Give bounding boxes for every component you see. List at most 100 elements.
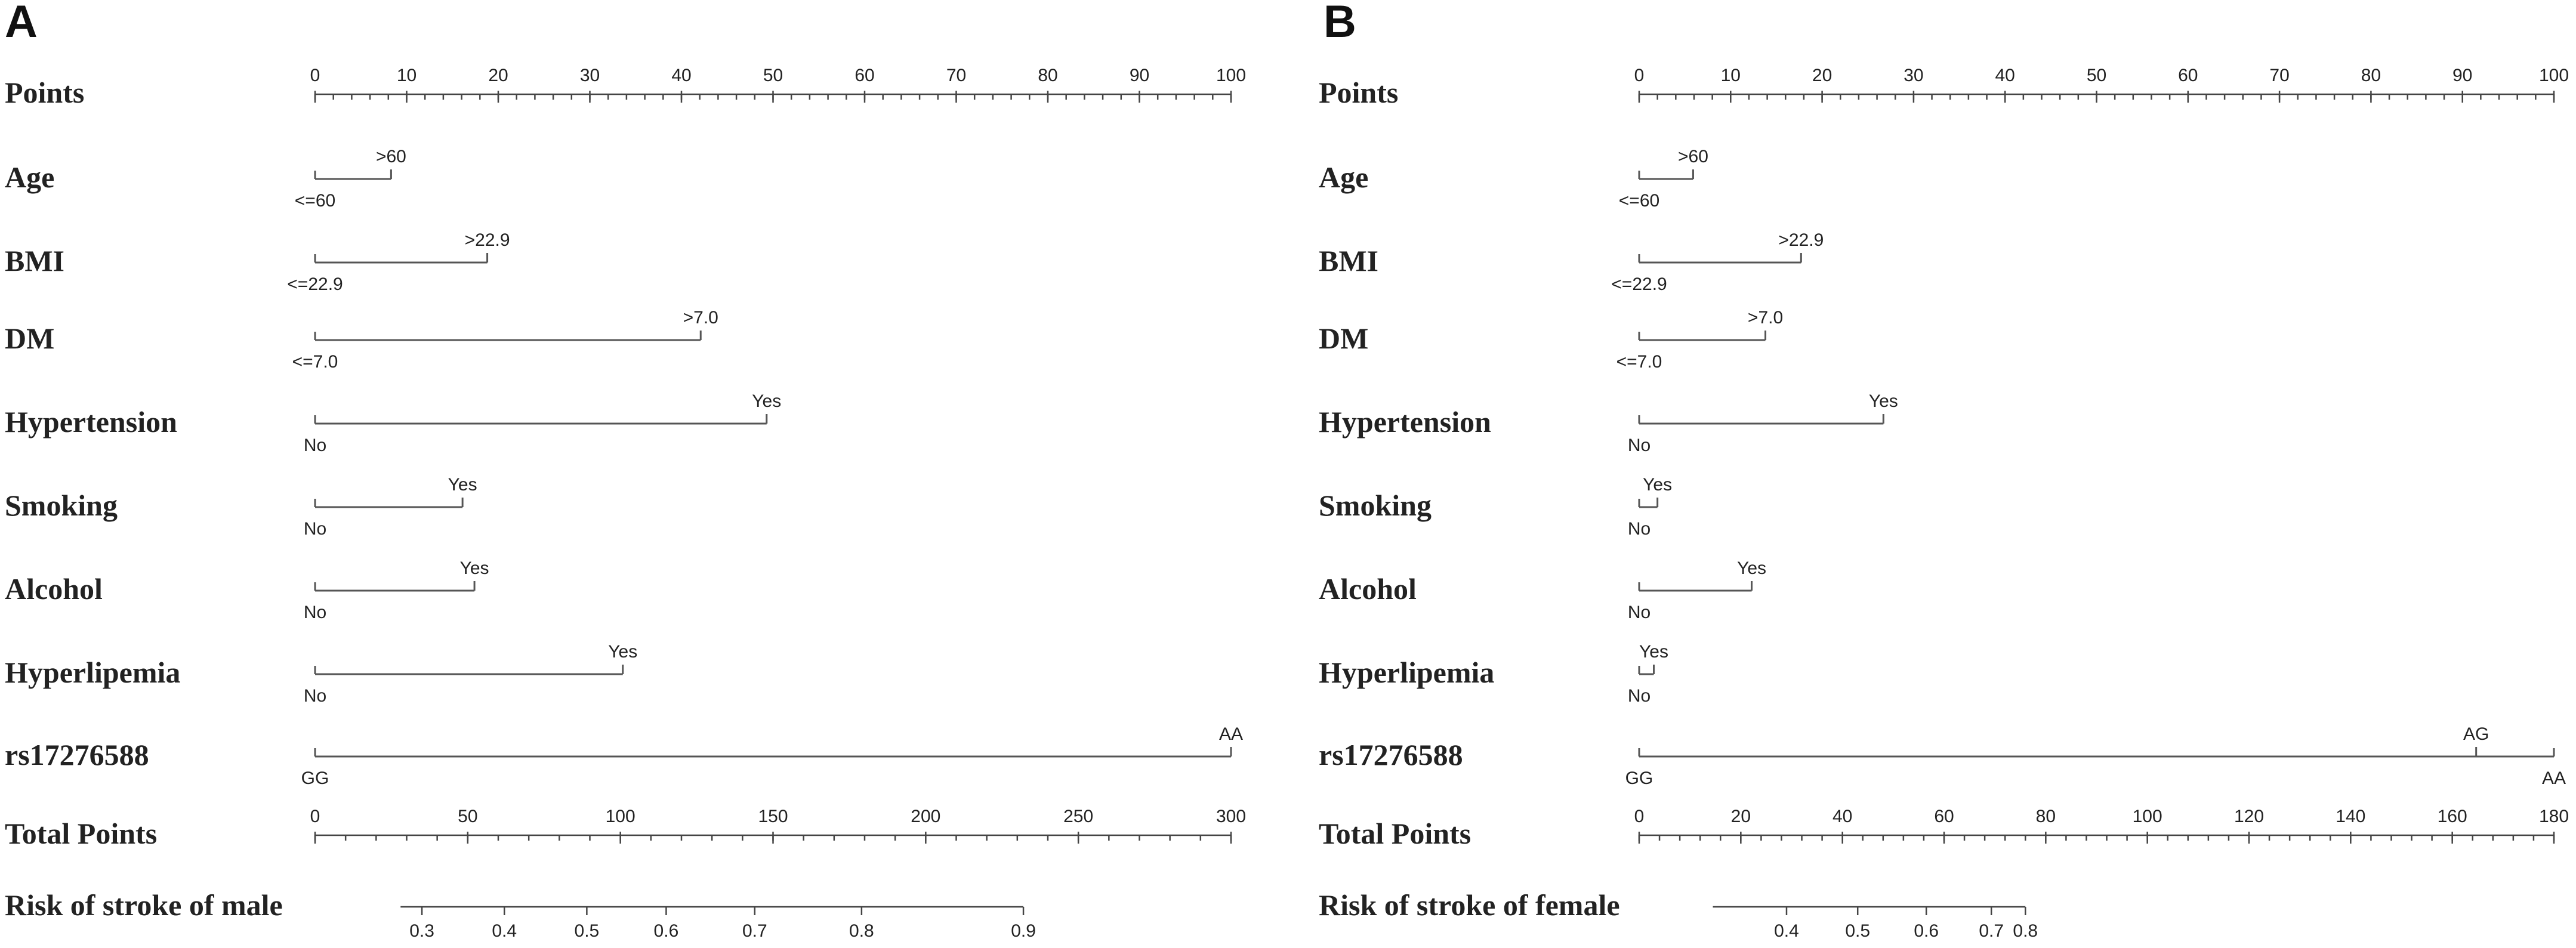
risk-axis-male-tick-label: 0.4: [492, 921, 517, 941]
var-alcohol-label: Alcohol: [5, 572, 103, 606]
var-age-level-label: >60: [376, 147, 406, 166]
points-axis-tick-label: 10: [397, 66, 417, 85]
total-points-axis-tick-label: 120: [2234, 807, 2264, 826]
total-points-axis-label: Total Points: [1319, 817, 1471, 850]
var-rs17276588-level-label: AG: [2463, 724, 2489, 744]
var-hyperlipemia-level-label: No: [304, 686, 326, 706]
total-points-axis-tick-label: 140: [2336, 807, 2365, 826]
total-points-axis-tick-label: 150: [758, 807, 788, 826]
risk-axis-male-tick-label: 0.6: [654, 921, 679, 941]
points-axis-tick-label: 70: [2269, 66, 2289, 85]
points-axis-tick-label: 80: [1038, 66, 1057, 85]
var-hypertension-level-label: No: [304, 436, 326, 455]
var-bmi-label: BMI: [5, 244, 64, 277]
var-smoking-level-label: Yes: [1643, 475, 1672, 495]
points-axis-tick-label: 100: [1216, 66, 1246, 85]
var-rs17276588-level-label: AA: [2542, 768, 2566, 788]
var-hypertension-level-label: Yes: [1869, 391, 1898, 411]
var-age-label: Age: [5, 160, 54, 194]
total-points-axis-tick-label: 0: [310, 807, 320, 826]
var-alcohol-label: Alcohol: [1319, 572, 1417, 606]
risk-axis-male-tick-label: 0.9: [1011, 921, 1036, 941]
var-bmi-level-label: <=22.9: [287, 274, 343, 294]
var-rs17276588-label: rs17276588: [5, 738, 149, 771]
var-hypertension-level-label: No: [1628, 436, 1651, 455]
var-rs17276588-level-label: GG: [1625, 768, 1653, 788]
total-points-axis-tick-label: 200: [911, 807, 940, 826]
points-axis-label: Points: [1319, 76, 1398, 109]
points-axis-tick-label: 10: [1721, 66, 1741, 85]
var-hyperlipemia-level-label: No: [1628, 686, 1651, 706]
points-axis-tick-label: 50: [2087, 66, 2106, 85]
var-age-level-label: <=60: [295, 191, 335, 211]
var-smoking-label: Smoking: [1319, 489, 1432, 522]
points-axis-tick-label: 90: [1130, 66, 1149, 85]
risk-axis-female-tick-label: 0.4: [1774, 921, 1799, 941]
points-axis-label: Points: [5, 76, 84, 109]
var-age-level-label: <=60: [1619, 191, 1659, 211]
points-axis-tick-label: 0: [310, 66, 320, 85]
total-points-axis-tick-label: 100: [2133, 807, 2162, 826]
total-points-axis-tick-label: 180: [2539, 807, 2569, 826]
panel-b: B Points 0 10 20 30 40 50 60 70 80 90 100 Age <=60 >60 B…: [1319, 0, 2569, 941]
points-axis-tick-label: 0: [1634, 66, 1645, 85]
risk-axis-female-tick-label: 0.6: [1914, 921, 1939, 941]
risk-axis-female-label: Risk of stroke of female: [1319, 888, 1620, 922]
risk-axis-male-label: Risk of stroke of male: [5, 888, 283, 922]
points-axis-tick-label: 40: [671, 66, 691, 85]
var-bmi-level-label: >22.9: [1778, 230, 1824, 250]
var-age-label: Age: [1319, 160, 1368, 194]
points-axis-tick-label: 50: [763, 66, 783, 85]
total-points-axis-tick-label: 0: [1634, 807, 1645, 826]
var-rs17276588-level-label: AA: [1219, 724, 1243, 744]
var-smoking-label: Smoking: [5, 489, 118, 522]
total-points-axis-tick-label: 100: [606, 807, 635, 826]
risk-axis-male-tick-label: 0.3: [409, 921, 434, 941]
var-rs17276588-level-label: GG: [301, 768, 329, 788]
points-axis-tick-label: 70: [946, 66, 966, 85]
points-axis-tick-label: 100: [2539, 66, 2569, 85]
var-hyperlipemia-level-label: Yes: [1639, 642, 1668, 662]
var-alcohol-level-label: No: [304, 603, 326, 622]
risk-axis-female-tick-label: 0.5: [1845, 921, 1870, 941]
total-points-axis-tick-label: 50: [458, 807, 477, 826]
var-bmi-label: BMI: [1319, 244, 1378, 277]
points-axis-tick-label: 60: [854, 66, 874, 85]
var-alcohol-level-label: Yes: [460, 558, 489, 578]
total-points-axis-tick-label: 20: [1731, 807, 1751, 826]
risk-axis-male-tick-label: 0.8: [849, 921, 874, 941]
total-points-axis-label: Total Points: [5, 817, 157, 850]
var-alcohol-level-label: Yes: [1737, 558, 1766, 578]
var-hyperlipemia-level-label: Yes: [608, 642, 637, 662]
total-points-axis-tick-label: 40: [1832, 807, 1852, 826]
var-smoking-level-label: No: [304, 519, 326, 539]
panel-letter: A: [5, 0, 38, 47]
var-dm-level-label: >7.0: [683, 308, 718, 328]
risk-axis-male-tick-label: 0.5: [575, 921, 600, 941]
var-age-level-label: >60: [1678, 147, 1708, 166]
var-dm-level-label: <=7.0: [292, 352, 338, 372]
var-hypertension-level-label: Yes: [752, 391, 781, 411]
points-axis-tick-label: 30: [580, 66, 600, 85]
panel-letter: B: [1324, 0, 1356, 47]
risk-axis-male-tick-label: 0.7: [742, 921, 767, 941]
var-hypertension-label: Hypertension: [5, 405, 177, 439]
points-axis-tick-label: 30: [1904, 66, 1923, 85]
var-hyperlipemia-label: Hyperlipemia: [5, 656, 180, 689]
var-smoking-level-label: No: [1628, 519, 1651, 539]
points-axis-tick-label: 40: [1995, 66, 2015, 85]
total-points-axis-tick-label: 300: [1216, 807, 1246, 826]
var-bmi-level-label: <=22.9: [1611, 274, 1667, 294]
panel-a: A Points 0 10 20 30 40 50 60 70 80 90 100 Age <=60 >60 B…: [5, 0, 1246, 941]
var-rs17276588-label: rs17276588: [1319, 738, 1463, 771]
var-smoking-level-label: Yes: [448, 475, 477, 495]
total-points-axis-tick-label: 80: [2036, 807, 2056, 826]
total-points-axis-tick-label: 160: [2438, 807, 2467, 826]
points-axis-tick-label: 20: [488, 66, 508, 85]
points-axis-tick-label: 60: [2178, 66, 2198, 85]
var-bmi-level-label: >22.9: [465, 230, 510, 250]
total-points-axis-tick-label: 60: [1934, 807, 1954, 826]
var-hyperlipemia-label: Hyperlipemia: [1319, 656, 1494, 689]
total-points-axis-tick-label: 250: [1063, 807, 1093, 826]
